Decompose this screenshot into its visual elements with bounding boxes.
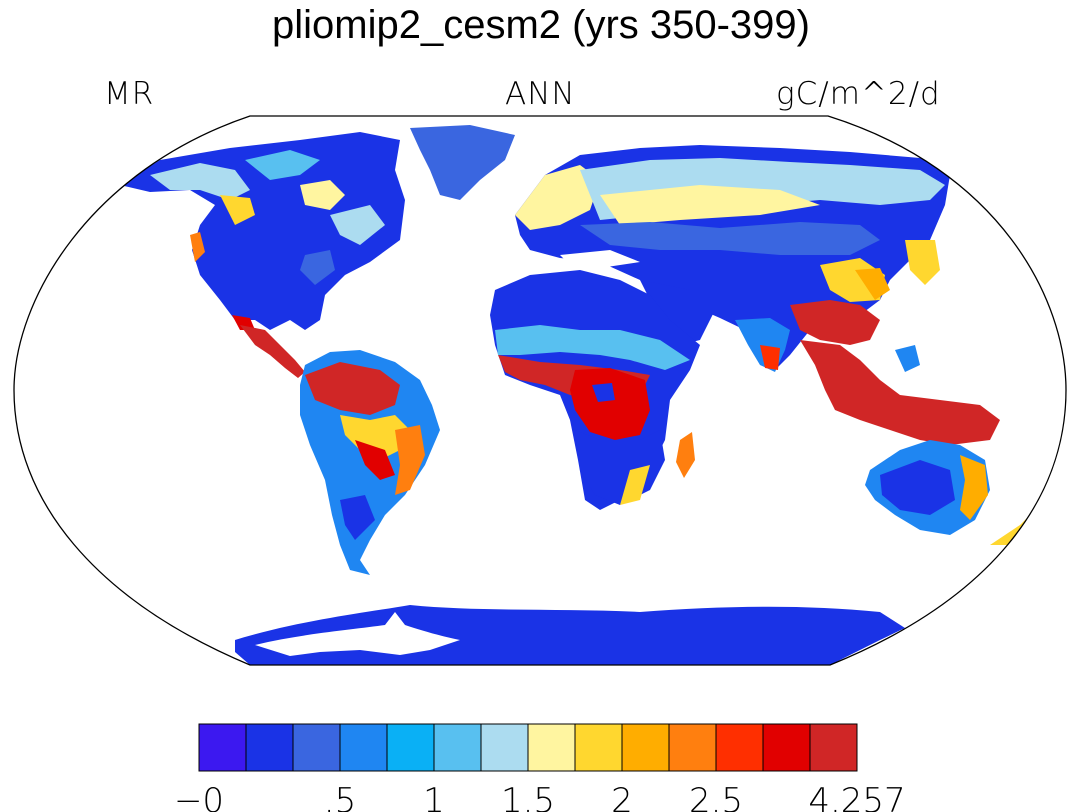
colorbar-swatch (386, 723, 435, 772)
colorbar-swatch (245, 723, 294, 772)
colorbar-swatch (809, 723, 858, 772)
greenland (410, 125, 515, 200)
central-america (240, 325, 305, 378)
colorbar-swatch (715, 723, 764, 772)
colorbar-swatch (339, 723, 388, 772)
colorbar-swatch (762, 723, 811, 772)
colorbar-swatch (198, 723, 247, 772)
arabia (640, 280, 715, 345)
units-label: gC/m^2/d (776, 76, 941, 112)
plot-title: pliomip2_cesm2 (yrs 350-399) (271, 3, 810, 47)
colorbar-swatch (527, 723, 576, 772)
colorbar-swatch (480, 723, 529, 772)
colorbar-tick-label: 2.5 (689, 781, 743, 812)
colorbar-swatch (292, 723, 341, 772)
colorbar-tick-label: .5 (324, 781, 356, 812)
colorbar-swatch (621, 723, 670, 772)
globe-outline (13, 115, 1067, 666)
colorbar-tick-label: 2 (611, 781, 633, 812)
colorbar-tick-label: 1 (423, 781, 445, 812)
southeast-asia (800, 340, 1000, 445)
madagascar (676, 432, 695, 478)
colorbar-tick-label: −0 (174, 781, 224, 812)
colorbar-tick-label: 1.5 (501, 781, 555, 812)
colorbar-swatch (433, 723, 482, 772)
variable-label: MR (104, 76, 155, 112)
colorbar-swatch (574, 723, 623, 772)
colorbar-swatch (668, 723, 717, 772)
colorbar-tick-label: 4.257 (808, 781, 905, 812)
season-label: ANN (505, 76, 576, 112)
